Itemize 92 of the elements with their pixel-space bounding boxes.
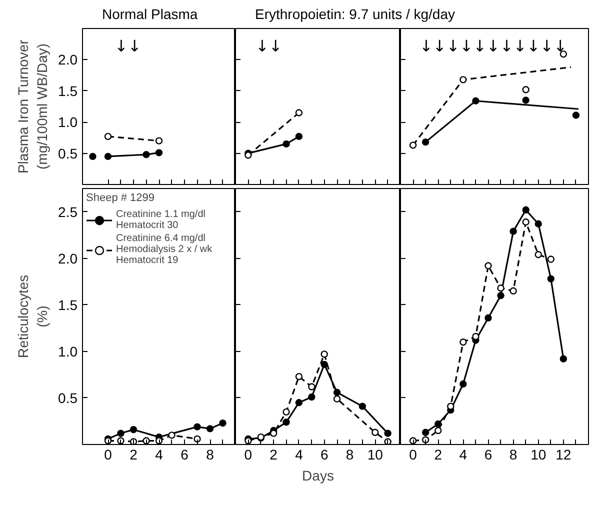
chart-title: Erythropoietin: 9.7 units / kg/day xyxy=(255,5,455,24)
point xyxy=(422,138,430,146)
point xyxy=(460,380,467,388)
y-tick-label: 2.5 xyxy=(58,204,78,220)
point xyxy=(497,284,504,292)
x-tick-label: 10 xyxy=(367,446,384,462)
point xyxy=(295,372,303,380)
x-tick-label: 2 xyxy=(130,446,138,462)
point xyxy=(522,206,530,214)
y-tick-label: 1.0 xyxy=(58,114,78,130)
point xyxy=(560,355,568,362)
x-tick-label: 6 xyxy=(484,446,492,462)
point xyxy=(295,399,303,406)
point xyxy=(422,436,430,444)
x-tick-label: 8 xyxy=(346,446,354,462)
x-axis-title: Days xyxy=(302,468,334,484)
point xyxy=(308,393,316,401)
point xyxy=(282,140,290,148)
point xyxy=(194,423,201,430)
y-axis-title: Reticulocytes (%) xyxy=(14,274,50,358)
point xyxy=(295,132,303,140)
point xyxy=(534,220,542,228)
x-tick-label: 4 xyxy=(295,446,304,462)
point xyxy=(117,430,124,437)
x-tick-label: 2 xyxy=(434,446,442,462)
point xyxy=(510,287,517,294)
point xyxy=(282,418,290,426)
legend-label: Creatinine 6.4 mg/dl Hemodialysis 2 x / wk Hematocrit 19 xyxy=(116,233,212,266)
point xyxy=(534,251,542,258)
point xyxy=(155,137,163,144)
point xyxy=(422,428,430,436)
point xyxy=(104,152,112,160)
point xyxy=(484,314,492,322)
point xyxy=(409,142,417,149)
legend-title: Sheep # 1299 xyxy=(86,192,156,204)
point xyxy=(522,86,530,94)
point xyxy=(194,435,201,443)
x-tick-label: 4 xyxy=(155,446,164,462)
point xyxy=(447,402,454,410)
y-tick-label: 2.0 xyxy=(58,52,78,68)
point xyxy=(333,395,341,402)
point xyxy=(282,408,290,416)
x-tick-label: 12 xyxy=(556,446,572,462)
x-tick-label: 0 xyxy=(409,446,418,462)
point xyxy=(510,228,517,235)
y-tick-label: 0.5 xyxy=(58,390,78,406)
point xyxy=(522,96,530,104)
point xyxy=(384,430,392,437)
point xyxy=(460,338,467,346)
y-tick-label: 2.0 xyxy=(58,250,78,266)
point xyxy=(206,425,214,432)
point xyxy=(130,426,138,434)
point xyxy=(219,419,226,427)
x-tick-label: 2 xyxy=(270,446,278,462)
annotation: ↓↓ xyxy=(114,36,142,56)
point xyxy=(104,132,112,140)
x-tick-label: 8 xyxy=(206,446,214,462)
chart-title: Normal Plasma xyxy=(102,5,198,24)
point xyxy=(270,430,278,437)
point xyxy=(358,402,366,410)
y-tick-label: 1.0 xyxy=(58,343,78,360)
point xyxy=(434,426,442,434)
y-axis-title: Plasma Iron Turnover (mg/100ml WB/Day) xyxy=(14,39,50,174)
point xyxy=(472,97,480,104)
point xyxy=(572,112,580,119)
point xyxy=(484,262,492,270)
annotation: ↓↓ xyxy=(256,36,282,56)
point xyxy=(142,150,150,158)
point xyxy=(372,428,379,436)
x-tick-label: 8 xyxy=(509,446,518,462)
x-tick-label: 10 xyxy=(530,446,546,462)
point xyxy=(560,50,568,58)
y-tick-label: 1.5 xyxy=(58,296,78,313)
point xyxy=(308,383,316,390)
x-tick-label: 4 xyxy=(459,446,468,462)
legend-label: Creatinine 1.1 mg/dl Hematocrit 30 xyxy=(116,209,206,231)
point xyxy=(522,218,530,226)
point xyxy=(460,76,467,84)
x-tick-label: 0 xyxy=(104,446,112,462)
point xyxy=(155,149,163,156)
y-tick-label: 1.5 xyxy=(58,82,78,99)
point xyxy=(497,292,504,300)
point xyxy=(295,109,303,116)
point xyxy=(320,350,328,358)
x-tick-label: 0 xyxy=(244,446,252,462)
x-tick-label: 6 xyxy=(320,446,328,462)
annotation: ↓↓↓↓↓↓↓↓↓↓↓ xyxy=(420,36,567,56)
point xyxy=(168,432,176,439)
point xyxy=(547,256,554,263)
y-tick-label: 0.5 xyxy=(58,145,78,162)
point xyxy=(547,275,554,282)
x-tick-label: 6 xyxy=(180,446,189,462)
